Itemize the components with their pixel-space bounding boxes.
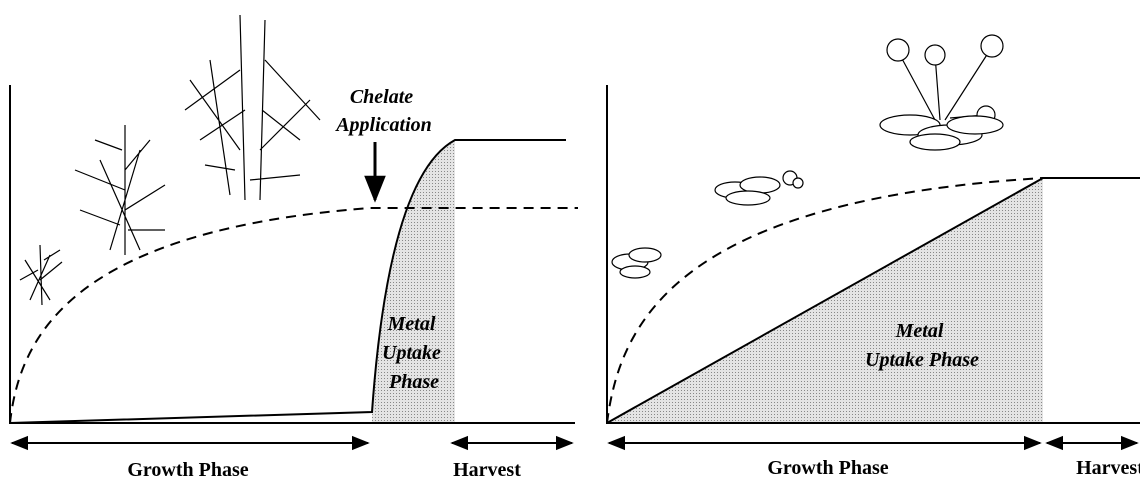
- growth-curve: [10, 208, 578, 423]
- area-label-line: Phase: [388, 371, 439, 393]
- area-label-line: Uptake: [382, 342, 441, 364]
- annotation: Chelate Application: [334, 86, 432, 136]
- area-label-line: Metal: [387, 313, 436, 335]
- right-panel: Metal Uptake Phase Growth Phase Harvest: [607, 35, 1140, 479]
- corn-plants: [20, 15, 320, 305]
- diagram: Chelate Application Metal Uptake Phase G…: [0, 0, 1140, 488]
- growth-label: Growth Phase: [127, 459, 248, 481]
- uptake-curve: [10, 140, 566, 423]
- area-label: Metal Uptake Phase: [382, 313, 446, 393]
- annotation-line: Chelate: [350, 86, 413, 108]
- harvest-label: Harvest: [1076, 457, 1140, 479]
- left-panel: Chelate Application Metal Uptake Phase G…: [10, 15, 578, 481]
- area-label-line: Uptake Phase: [865, 349, 979, 371]
- axes: [10, 85, 575, 423]
- area-label-line: Metal: [895, 320, 944, 342]
- annotation-line: Application: [334, 114, 432, 136]
- harvest-label: Harvest: [453, 459, 521, 481]
- growth-label: Growth Phase: [767, 457, 888, 479]
